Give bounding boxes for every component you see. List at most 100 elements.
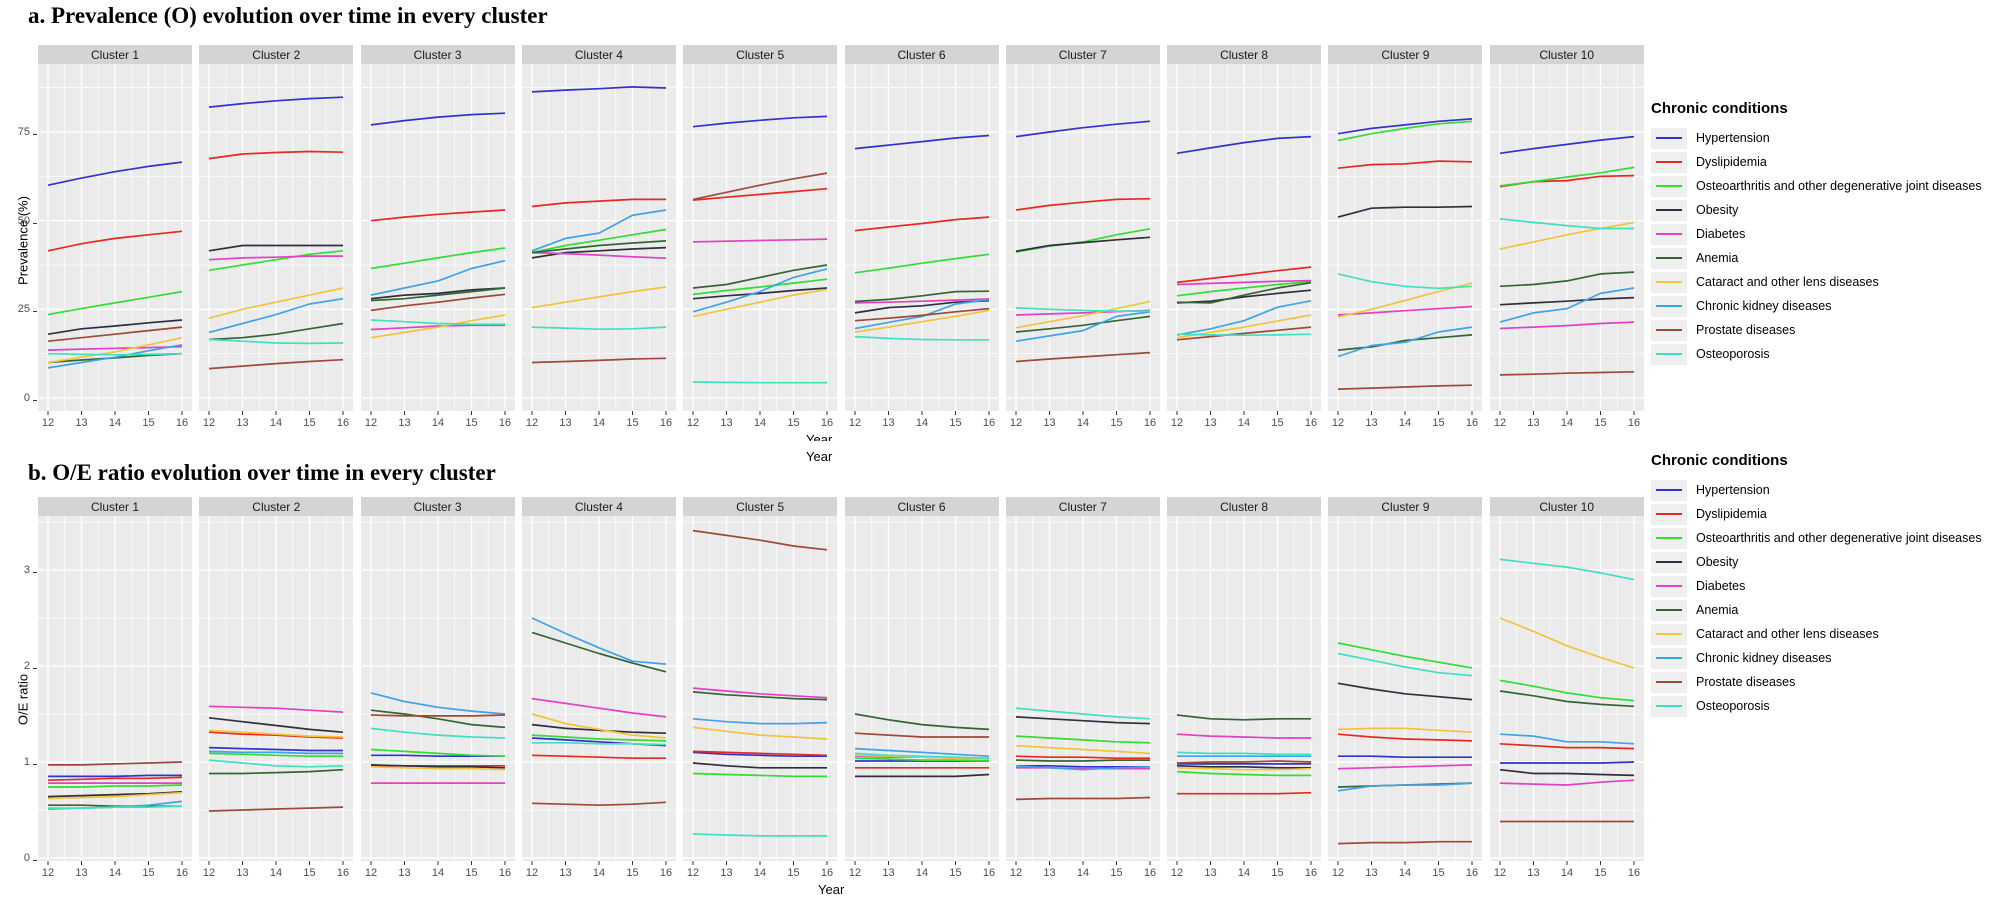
- legend-line-icon: [1656, 513, 1682, 515]
- x-tick-label: 14: [1399, 867, 1411, 878]
- legend-item-label: Diabetes: [1696, 579, 1746, 593]
- panel-a-x-axis-label: Year: [806, 449, 833, 464]
- series-line-anemia: [531, 240, 666, 254]
- legend-item-label: Osteoporosis: [1696, 347, 1770, 361]
- legend-item-osteoporosis: Osteoporosis: [1651, 342, 2001, 366]
- plot-area-cluster-10: 12 13 14 15 16: [1489, 64, 1644, 428]
- series-line-cataract-and-other-lens-diseases: [47, 791, 183, 800]
- legend-line-icon: [1656, 633, 1682, 635]
- facet-cluster-3: Cluster 3 12 13 14 15 16: [360, 45, 515, 428]
- legend-line-icon: [1656, 257, 1682, 259]
- x-tick-label: 15: [1433, 867, 1445, 878]
- series-line-anemia: [370, 287, 505, 302]
- x-tick-label: 13: [882, 417, 894, 428]
- facet-cluster-4: Cluster 4 12 13 14 15 16: [521, 45, 676, 428]
- x-tick-label: 13: [1204, 417, 1216, 428]
- series-line-anemia: [1015, 759, 1150, 762]
- legend-line-icon: [1656, 305, 1682, 307]
- x-tick-label: 14: [109, 417, 121, 428]
- plot-area-cluster-2: 12 13 14 15 16: [199, 516, 354, 878]
- series-line-obesity: [693, 762, 828, 769]
- series-line-obesity: [209, 716, 344, 734]
- series-line-anemia: [1338, 334, 1473, 351]
- plot-area-cluster-1: 12 13 14 15 16: [38, 64, 192, 428]
- x-tick-label: 15: [304, 417, 316, 428]
- facet-cluster-8: Cluster 8 12 13 14 15 16: [1167, 45, 1322, 428]
- facet-cluster-10: Cluster 10 12 13 14 15 16: [1489, 497, 1644, 878]
- series-line-osteoarthritis-and-other-degenerative-joint-diseases: [1177, 770, 1312, 777]
- series-line-prostate-diseases: [693, 529, 828, 551]
- facet-cluster-5: Cluster 5 12 13 14 15 16: [683, 45, 838, 428]
- y-tick-mark: [33, 668, 37, 669]
- legend-line-icon: [1656, 161, 1682, 163]
- y-tick-mark: [33, 133, 37, 135]
- legend-key-swatch: [1651, 127, 1687, 149]
- x-tick-label: 12: [687, 417, 699, 428]
- legend-a-title: Chronic conditions: [1651, 100, 1788, 117]
- series-line-anemia: [854, 713, 989, 731]
- x-tick-label: 13: [559, 417, 571, 428]
- plot-area-cluster-1: 12 13 14 15 16: [38, 516, 192, 878]
- legend-key-swatch: [1651, 503, 1687, 525]
- x-tick-label: 14: [1399, 417, 1411, 428]
- legend-key-swatch: [1651, 223, 1687, 245]
- x-tick-label: 15: [304, 867, 316, 878]
- series-line-osteoporosis: [209, 338, 344, 345]
- series-line-hypertension: [1499, 761, 1634, 764]
- series-line-osteoporosis: [1338, 273, 1473, 290]
- series-line-osteoporosis: [693, 833, 828, 837]
- series-line-hypertension: [47, 161, 183, 187]
- legend-b-items: Hypertension Dyslipidemia Osteoarthritis a…: [1651, 478, 2001, 718]
- series-line-obesity: [47, 319, 183, 336]
- legend-key-swatch: [1651, 151, 1687, 173]
- x-tick-label: 12: [364, 417, 376, 428]
- x-tick-label: 16: [1466, 417, 1478, 428]
- x-tick-label: 15: [949, 417, 961, 428]
- facet-cluster-1: Cluster 1 12 13 14 15 16: [38, 497, 192, 878]
- series-line-osteoporosis: [854, 335, 989, 341]
- series-line-anemia: [854, 290, 989, 303]
- facet-cluster-2: Cluster 2 12 13 14 15 16: [199, 45, 354, 428]
- legend-item-label: Obesity: [1696, 555, 1739, 569]
- series-line-obesity: [1499, 296, 1634, 306]
- x-tick-label: 14: [754, 417, 766, 428]
- series-line-cataract-and-other-lens-diseases: [370, 314, 505, 339]
- series-line-diabetes: [531, 251, 666, 260]
- series-line-osteoarthritis-and-other-degenerative-joint-diseases: [854, 253, 989, 274]
- legend-item-obesity: Obesity: [1651, 550, 2001, 574]
- series-line-cataract-and-other-lens-diseases: [1338, 282, 1473, 318]
- legend-panel-b: Chronic conditions Hypertension Dyslipide…: [1651, 452, 2001, 718]
- x-tick-label: 15: [1271, 867, 1283, 878]
- x-tick-label: 16: [982, 867, 994, 878]
- legend-line-icon: [1656, 281, 1682, 283]
- legend-item-osteoarthritis-and-other-degenerative-joint-diseases: Osteoarthritis and other degenerative jo…: [1651, 526, 2001, 550]
- x-tick-label: 12: [1010, 867, 1022, 878]
- series-line-anemia: [1177, 281, 1312, 304]
- facet-cluster-7: Cluster 7 12 13 14 15 16: [1005, 45, 1160, 428]
- x-tick-label: 12: [848, 867, 860, 878]
- panel-a-y-axis-label: Prevalence (%): [15, 196, 31, 285]
- x-tick-label: 14: [270, 417, 282, 428]
- series-line-prostate-diseases: [693, 172, 828, 201]
- x-tick-label: 14: [270, 867, 282, 878]
- series-line-dyslipidemia: [1015, 197, 1150, 211]
- plot-area-cluster-3: 12 13 14 15 16: [360, 64, 515, 428]
- x-tick-label: 15: [626, 867, 638, 878]
- series-line-anemia: [693, 264, 828, 289]
- facet-cluster-7: Cluster 7 12 13 14 15 16: [1005, 497, 1160, 878]
- series-line-diabetes: [1338, 305, 1473, 316]
- y-tick-label: 75: [17, 125, 30, 138]
- x-tick-label: 12: [1332, 417, 1344, 428]
- series-line-cataract-and-other-lens-diseases: [693, 288, 828, 318]
- facet-strip-label: Cluster 6: [844, 45, 999, 64]
- series-line-anemia: [693, 691, 828, 701]
- legend-line-icon: [1656, 137, 1682, 139]
- x-tick-label: 12: [364, 867, 376, 878]
- y-tick-label: 0: [23, 392, 30, 404]
- series-line-dyslipidemia: [47, 230, 183, 252]
- x-tick-label: 15: [1110, 417, 1122, 428]
- series-line-osteoarthritis-and-other-degenerative-joint-diseases: [693, 772, 828, 778]
- x-tick-label: 12: [1010, 417, 1022, 428]
- x-tick-label: 13: [1527, 867, 1539, 878]
- legend-item-anemia: Anemia: [1651, 246, 2001, 270]
